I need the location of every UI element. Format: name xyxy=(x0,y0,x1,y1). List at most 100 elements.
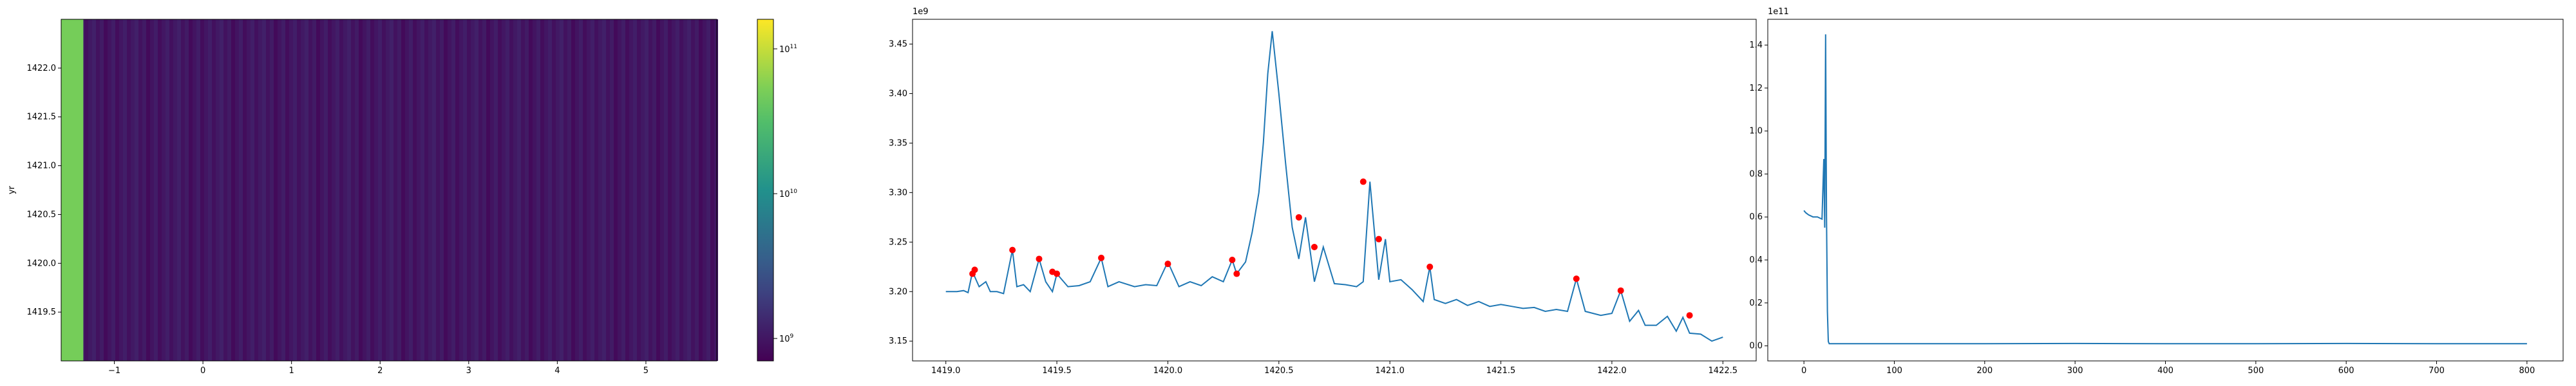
heatmap-cell-column xyxy=(235,19,239,361)
heatmap-cell-column xyxy=(556,19,560,361)
peak-marker xyxy=(1229,257,1236,264)
heatmap-cell-column xyxy=(710,19,714,361)
heatmap-cell-column xyxy=(193,19,196,361)
heatmap-cell-column xyxy=(664,19,668,361)
heatmap-cell-column xyxy=(629,19,633,361)
heatmap-cell-column xyxy=(475,19,478,361)
peak-chart-y-tick-label: 3.30 xyxy=(889,188,907,198)
heatmap-cell-column xyxy=(216,19,220,361)
heatmap-cell-column xyxy=(413,19,417,361)
heatmap-cell-column xyxy=(687,19,691,361)
heatmap-bright-column xyxy=(61,19,84,361)
heatmap-cell-column xyxy=(123,19,127,361)
heatmap-cell-column xyxy=(189,19,193,361)
peak-chart-x-tick-label: 1419.0 xyxy=(931,366,961,376)
heatmap-cell-column xyxy=(115,19,119,361)
peak-chart-x-tick-label: 1421.5 xyxy=(1486,366,1516,376)
heatmap-panel: −1 0 1 2 3 4 5 1419.5 1420.0 1420.5 1421.0 1421.5 14… xyxy=(7,19,797,376)
heatmap-cell-column xyxy=(370,19,374,361)
peak-marker xyxy=(1054,270,1061,277)
peak-chart-y-tick-label: 3.45 xyxy=(889,39,907,49)
heatmap-cell-column xyxy=(88,19,92,361)
heatmap-cell-column xyxy=(679,19,683,361)
heatmap-cell-column xyxy=(540,19,544,361)
heatmap-cell-column xyxy=(119,19,123,361)
heatmap-y-tick-label: 1422.0 xyxy=(27,64,57,73)
heatmap-cell-column xyxy=(166,19,169,361)
heatmap-cell-column xyxy=(258,19,262,361)
heatmap-cell-column xyxy=(173,19,177,361)
peak-marker xyxy=(1375,235,1382,243)
heatmap-cell-column xyxy=(455,19,459,361)
heatmap-cell-column xyxy=(529,19,533,361)
heatmap-cell-column xyxy=(571,19,575,361)
heatmap-cell-column xyxy=(703,19,706,361)
heatmap-cell-column xyxy=(316,19,320,361)
heatmap-cell-column xyxy=(637,19,641,361)
peak-chart-frame xyxy=(912,19,1757,362)
heatmap-cell-column xyxy=(533,19,536,361)
heatmap-cell-column xyxy=(575,19,579,361)
heatmap-cell-column xyxy=(513,19,517,361)
heatmap-cell-column xyxy=(247,19,251,361)
heatmap-cell-column xyxy=(478,19,482,361)
heatmap-cell-column xyxy=(351,19,355,361)
peak-chart-y-tick-label: 3.15 xyxy=(889,336,907,346)
peak-chart-x-tick-label: 1420.5 xyxy=(1264,366,1294,376)
heatmap-cell-column xyxy=(393,19,397,361)
heatmap-cell-column xyxy=(502,19,506,361)
heatmap-cell-column xyxy=(146,19,150,361)
heatmap-cell-column xyxy=(428,19,432,361)
heatmap-cell-column xyxy=(339,19,343,361)
heatmap-cell-column xyxy=(332,19,336,361)
peak-chart-y-tick-label: 3.20 xyxy=(889,287,907,297)
heatmap-cell-column xyxy=(154,19,158,361)
heatmap-cell-column xyxy=(536,19,540,361)
heatmap-cell-column xyxy=(706,19,710,361)
heatmap-x-tick-label: 3 xyxy=(466,366,471,376)
series-chart-y-tick-label: 0.2 xyxy=(1749,299,1763,308)
heatmap-cell-column xyxy=(444,19,448,361)
heatmap-cell-column xyxy=(432,19,436,361)
heatmap-cell-column xyxy=(552,19,556,361)
heatmap-cell-column xyxy=(490,19,494,361)
heatmap-cell-column xyxy=(169,19,173,361)
heatmap-cell-column xyxy=(668,19,672,361)
peak-marker xyxy=(1098,254,1105,261)
heatmap-cell-column xyxy=(564,19,567,361)
heatmap-cell-column xyxy=(517,19,521,361)
peak-line-panel: 1419.0 1419.5 1420.0 1420.5 1421.0 1421.5 1422… xyxy=(889,7,1757,376)
heatmap-cell-column xyxy=(150,19,154,361)
heatmap-cell-column xyxy=(142,19,146,361)
series-chart-x-tick-label: 0 xyxy=(1801,366,1806,376)
heatmap-cell-column xyxy=(266,19,270,361)
heatmap-cell-column xyxy=(231,19,235,361)
heatmap-cell-column xyxy=(525,19,529,361)
heatmap-cell-column xyxy=(239,19,243,361)
heatmap-cell-column xyxy=(672,19,676,361)
peak-marker xyxy=(1295,214,1302,221)
series-chart-x-tick-label: 600 xyxy=(2338,366,2354,376)
heatmap-cell-column xyxy=(347,19,351,361)
series-chart-x-tick-label: 200 xyxy=(1976,366,1993,376)
heatmap-cell-column xyxy=(363,19,366,361)
heatmap-cell-column xyxy=(699,19,703,361)
heatmap-cell-column xyxy=(297,19,301,361)
heatmap-cell-column xyxy=(633,19,637,361)
heatmap-cell-column xyxy=(409,19,413,361)
heatmap-cell-column xyxy=(598,19,602,361)
heatmap-cell-column xyxy=(579,19,583,361)
peak-chart-y-tick-label: 3.40 xyxy=(889,89,907,98)
peak-marker xyxy=(1164,261,1171,268)
heatmap-cell-column xyxy=(308,19,312,361)
peak-chart-y-tick-label: 3.25 xyxy=(889,237,907,247)
series-chart-x-tick-label: 400 xyxy=(2157,366,2174,376)
heatmap-cell-column xyxy=(262,19,266,361)
series-chart-y-tick-label: 1.4 xyxy=(1749,41,1763,50)
heatmap-cell-column xyxy=(382,19,386,361)
heatmap-cell-column xyxy=(676,19,679,361)
heatmap-cell-column xyxy=(660,19,664,361)
heatmap-cell-column xyxy=(278,19,281,361)
heatmap-cell-column xyxy=(424,19,428,361)
